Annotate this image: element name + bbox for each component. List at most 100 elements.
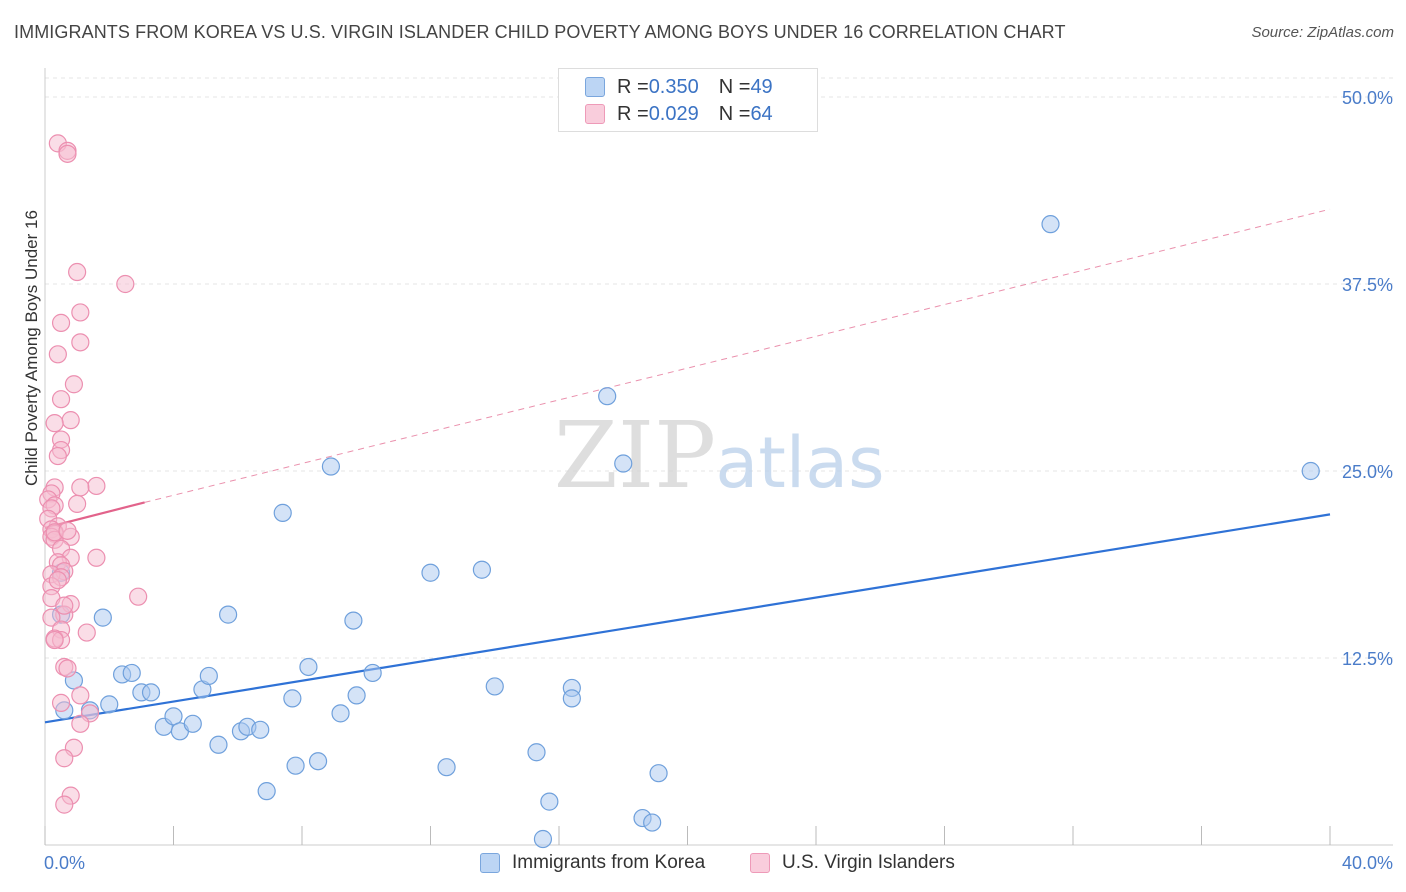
data-point-virgin-islanders	[55, 596, 74, 615]
data-point-korea	[141, 683, 161, 702]
trend-line-korea	[44, 513, 1331, 724]
data-point-virgin-islanders	[48, 446, 67, 466]
data-point-korea	[421, 563, 440, 582]
data-point-virgin-islanders	[68, 494, 87, 514]
data-point-virgin-islanders	[51, 390, 71, 409]
data-point-virgin-islanders	[116, 274, 135, 294]
data-point-korea	[283, 689, 302, 708]
data-point-virgin-islanders	[51, 313, 71, 332]
data-point-korea	[93, 608, 112, 627]
legend-r-value: 0.029	[648, 102, 699, 125]
data-point-korea	[363, 663, 382, 683]
data-point-virgin-islanders	[61, 411, 80, 430]
bottom-legend-label: U.S. Virgin Islanders	[782, 852, 955, 873]
legend-swatch-blue	[585, 77, 605, 97]
legend-n-value: 64	[750, 102, 773, 125]
data-point-virgin-islanders	[71, 333, 90, 352]
data-point-korea	[199, 666, 218, 686]
axis-layer	[44, 68, 1393, 846]
bottom-legend-swatch-pink	[750, 853, 770, 873]
y-tick-label: 12.5%	[1342, 649, 1393, 669]
data-point-virgin-islanders	[51, 693, 71, 712]
data-point-korea	[344, 611, 363, 630]
data-point-virgin-islanders	[129, 587, 148, 606]
data-point-korea	[308, 752, 328, 771]
legend-swatch-pink	[585, 104, 605, 124]
y-axis-label: Child Poverty Among Boys Under 16	[22, 210, 41, 486]
legend-row-virgin-islanders: R = 0.029 N = 64	[585, 102, 773, 126]
legend-n-label: N =	[718, 102, 751, 125]
tick-labels: 12.5% 25.0% 37.5% 50.0% 0.0% 40.0%	[44, 88, 1393, 873]
data-point-virgin-islanders	[55, 795, 74, 814]
x-tick-label-max: 40.0%	[1342, 853, 1393, 873]
data-point-virgin-islanders	[64, 375, 84, 394]
legend-r-label: R =	[617, 102, 649, 125]
legend-n-label: N =	[718, 75, 751, 98]
data-point-virgin-islanders	[71, 686, 90, 705]
data-point-virgin-islanders	[87, 548, 106, 567]
data-point-korea	[321, 457, 341, 476]
data-point-virgin-islanders	[58, 144, 77, 163]
data-point-korea	[472, 560, 491, 579]
y-tick-label: 37.5%	[1342, 275, 1393, 295]
data-point-korea	[649, 764, 668, 783]
data-point-virgin-islanders	[55, 749, 74, 768]
data-point-virgin-islanders	[68, 262, 87, 282]
x-tick-label-min: 0.0%	[44, 853, 85, 873]
chart-title: IMMIGRANTS FROM KOREA VS U.S. VIRGIN ISL…	[14, 22, 1066, 42]
data-point-korea	[257, 782, 276, 801]
data-point-korea	[527, 743, 546, 762]
bottom-legend-virgin-islanders: U.S. Virgin Islanders	[750, 852, 955, 874]
data-point-korea	[643, 813, 662, 832]
y-tick-label: 50.0%	[1342, 88, 1393, 108]
data-point-virgin-islanders	[71, 303, 90, 322]
data-point-virgin-islanders	[71, 478, 90, 497]
data-point-virgin-islanders	[58, 659, 77, 678]
bottom-legend-label: Immigrants from Korea	[512, 852, 706, 873]
bottom-legend-swatch-blue	[480, 853, 500, 873]
data-point-virgin-islanders	[58, 521, 77, 540]
data-point-virgin-islanders	[48, 345, 67, 364]
data-point-korea	[331, 704, 350, 723]
legend-r-label: R =	[617, 75, 649, 98]
legend-row-korea: R = 0.350 N = 49	[585, 75, 773, 99]
data-point-korea	[299, 657, 318, 677]
grid-layer	[45, 77, 1393, 659]
watermark-atlas: atlas	[715, 422, 884, 504]
legend-n-value: 49	[750, 75, 773, 98]
data-point-korea	[164, 707, 183, 726]
bottom-legend-korea: Immigrants from Korea	[480, 852, 705, 874]
data-point-korea	[100, 695, 119, 714]
data-point-korea	[1301, 461, 1320, 481]
data-point-virgin-islanders	[42, 608, 61, 627]
data-point-korea	[347, 686, 366, 705]
data-point-korea	[219, 605, 238, 624]
data-point-korea	[562, 689, 581, 708]
data-point-virgin-islanders	[77, 623, 96, 642]
data-point-korea	[209, 735, 228, 754]
y-tick-label: 25.0%	[1342, 462, 1393, 482]
data-point-korea	[533, 829, 553, 849]
data-point-korea	[1041, 215, 1060, 234]
data-point-virgin-islanders	[48, 571, 67, 590]
data-point-korea	[598, 387, 617, 406]
source-label: Source: ZipAtlas.com	[1251, 24, 1394, 41]
watermark-zip: ZIP	[554, 402, 716, 509]
data-point-korea	[286, 756, 305, 775]
data-point-virgin-islanders	[71, 714, 90, 733]
legend-r-value: 0.350	[648, 75, 699, 98]
legend-box: R = 0.350 N = 49 R = 0.029 N = 64	[558, 68, 818, 132]
data-point-korea	[183, 714, 202, 733]
trend-line-virgin-islanders-extension	[144, 208, 1331, 503]
data-point-virgin-islanders	[45, 630, 64, 650]
data-point-korea	[485, 677, 504, 696]
data-point-virgin-islanders	[87, 476, 106, 496]
watermark: ZIP atlas	[554, 402, 885, 509]
data-point-korea	[614, 454, 633, 473]
points-layer	[39, 134, 1320, 849]
data-point-korea	[437, 758, 456, 777]
data-point-korea	[122, 663, 141, 683]
data-point-korea	[540, 792, 559, 811]
data-point-korea	[273, 503, 292, 522]
